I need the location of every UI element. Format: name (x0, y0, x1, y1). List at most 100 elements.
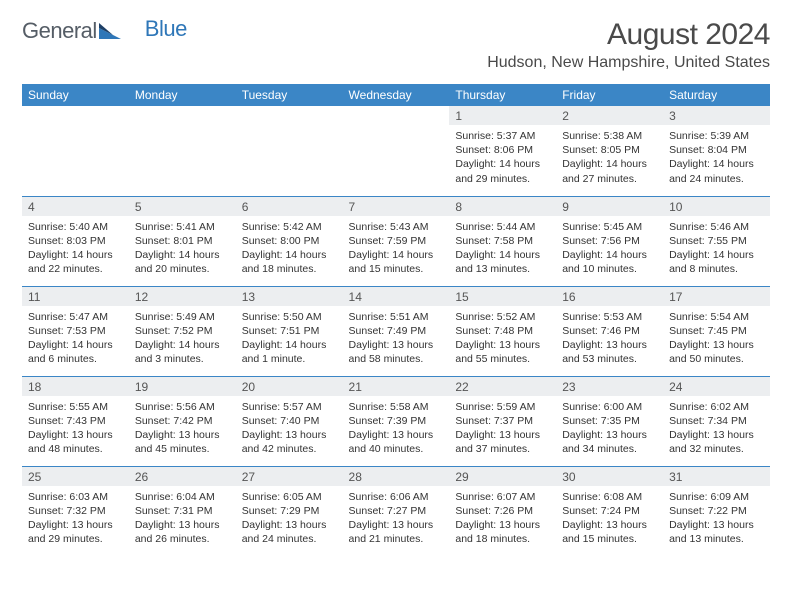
day-sunrise: Sunrise: 5:50 AM (242, 310, 337, 324)
calendar-day-cell: 14Sunrise: 5:51 AMSunset: 7:49 PMDayligh… (343, 286, 450, 376)
day-number: 30 (556, 467, 663, 486)
day-daylight1: Daylight: 13 hours (455, 428, 550, 442)
day-sunset: Sunset: 7:35 PM (562, 414, 657, 428)
day-sunset: Sunset: 7:22 PM (669, 504, 764, 518)
day-daylight1: Daylight: 13 hours (562, 428, 657, 442)
day-sunset: Sunset: 7:43 PM (28, 414, 123, 428)
day-sunset: Sunset: 7:24 PM (562, 504, 657, 518)
calendar-day-cell: 16Sunrise: 5:53 AMSunset: 7:46 PMDayligh… (556, 286, 663, 376)
day-sunrise: Sunrise: 5:49 AM (135, 310, 230, 324)
day-header: Sunday (22, 84, 129, 106)
day-sunset: Sunset: 7:48 PM (455, 324, 550, 338)
day-daylight1: Daylight: 13 hours (349, 428, 444, 442)
calendar-day-cell: 5Sunrise: 5:41 AMSunset: 8:01 PMDaylight… (129, 196, 236, 286)
day-sunrise: Sunrise: 5:40 AM (28, 220, 123, 234)
day-daylight1: Daylight: 13 hours (669, 518, 764, 532)
day-sunset: Sunset: 7:56 PM (562, 234, 657, 248)
calendar-header-row: SundayMondayTuesdayWednesdayThursdayFrid… (22, 84, 770, 106)
day-sunrise: Sunrise: 5:59 AM (455, 400, 550, 414)
day-details: Sunrise: 6:03 AMSunset: 7:32 PMDaylight:… (22, 486, 129, 549)
day-sunrise: Sunrise: 5:51 AM (349, 310, 444, 324)
calendar-day-cell: 15Sunrise: 5:52 AMSunset: 7:48 PMDayligh… (449, 286, 556, 376)
day-details: Sunrise: 5:54 AMSunset: 7:45 PMDaylight:… (663, 306, 770, 369)
day-daylight1: Daylight: 14 hours (135, 338, 230, 352)
day-daylight1: Daylight: 13 hours (669, 338, 764, 352)
day-sunrise: Sunrise: 6:08 AM (562, 490, 657, 504)
calendar-day-cell: 24Sunrise: 6:02 AMSunset: 7:34 PMDayligh… (663, 376, 770, 466)
day-details: Sunrise: 5:39 AMSunset: 8:04 PMDaylight:… (663, 125, 770, 188)
day-sunrise: Sunrise: 5:53 AM (562, 310, 657, 324)
day-daylight2: and 3 minutes. (135, 352, 230, 366)
calendar-day-cell: 9Sunrise: 5:45 AMSunset: 7:56 PMDaylight… (556, 196, 663, 286)
day-details: Sunrise: 5:55 AMSunset: 7:43 PMDaylight:… (22, 396, 129, 459)
day-details: Sunrise: 6:00 AMSunset: 7:35 PMDaylight:… (556, 396, 663, 459)
day-sunrise: Sunrise: 5:58 AM (349, 400, 444, 414)
day-sunset: Sunset: 7:40 PM (242, 414, 337, 428)
day-daylight1: Daylight: 14 hours (562, 157, 657, 171)
day-header: Thursday (449, 84, 556, 106)
day-sunset: Sunset: 7:29 PM (242, 504, 337, 518)
calendar-week-row: 25Sunrise: 6:03 AMSunset: 7:32 PMDayligh… (22, 466, 770, 556)
day-number: 3 (663, 106, 770, 125)
day-details: Sunrise: 5:38 AMSunset: 8:05 PMDaylight:… (556, 125, 663, 188)
day-details: Sunrise: 6:07 AMSunset: 7:26 PMDaylight:… (449, 486, 556, 549)
day-daylight2: and 6 minutes. (28, 352, 123, 366)
day-sunrise: Sunrise: 6:03 AM (28, 490, 123, 504)
day-daylight2: and 20 minutes. (135, 262, 230, 276)
day-details: Sunrise: 5:44 AMSunset: 7:58 PMDaylight:… (449, 216, 556, 279)
logo-word-2: Blue (145, 16, 187, 42)
day-sunset: Sunset: 7:31 PM (135, 504, 230, 518)
day-header: Friday (556, 84, 663, 106)
day-sunset: Sunset: 7:34 PM (669, 414, 764, 428)
location-subtitle: Hudson, New Hampshire, United States (487, 54, 770, 72)
day-daylight2: and 27 minutes. (562, 172, 657, 186)
day-daylight1: Daylight: 14 hours (242, 338, 337, 352)
day-daylight1: Daylight: 13 hours (135, 518, 230, 532)
day-sunrise: Sunrise: 6:02 AM (669, 400, 764, 414)
day-daylight1: Daylight: 13 hours (349, 518, 444, 532)
day-daylight2: and 42 minutes. (242, 442, 337, 456)
day-sunset: Sunset: 7:39 PM (349, 414, 444, 428)
day-sunset: Sunset: 7:51 PM (242, 324, 337, 338)
calendar-day-cell: 10Sunrise: 5:46 AMSunset: 7:55 PMDayligh… (663, 196, 770, 286)
logo-triangle-icon (99, 19, 121, 45)
day-sunset: Sunset: 7:37 PM (455, 414, 550, 428)
day-daylight2: and 21 minutes. (349, 532, 444, 546)
day-details: Sunrise: 5:52 AMSunset: 7:48 PMDaylight:… (449, 306, 556, 369)
calendar-day-cell: 20Sunrise: 5:57 AMSunset: 7:40 PMDayligh… (236, 376, 343, 466)
day-number: 7 (343, 197, 450, 216)
day-daylight1: Daylight: 13 hours (562, 518, 657, 532)
day-details: Sunrise: 5:43 AMSunset: 7:59 PMDaylight:… (343, 216, 450, 279)
day-daylight2: and 40 minutes. (349, 442, 444, 456)
page-header: General Blue August 2024 Hudson, New Ham… (22, 18, 770, 72)
day-daylight2: and 34 minutes. (562, 442, 657, 456)
day-header: Tuesday (236, 84, 343, 106)
day-daylight1: Daylight: 13 hours (135, 428, 230, 442)
day-daylight1: Daylight: 13 hours (455, 518, 550, 532)
day-sunrise: Sunrise: 5:41 AM (135, 220, 230, 234)
day-daylight2: and 29 minutes. (455, 172, 550, 186)
calendar-week-row: 4Sunrise: 5:40 AMSunset: 8:03 PMDaylight… (22, 196, 770, 286)
calendar-day-cell: 25Sunrise: 6:03 AMSunset: 7:32 PMDayligh… (22, 466, 129, 556)
day-details: Sunrise: 5:47 AMSunset: 7:53 PMDaylight:… (22, 306, 129, 369)
day-details: Sunrise: 6:09 AMSunset: 7:22 PMDaylight:… (663, 486, 770, 549)
day-number: 18 (22, 377, 129, 396)
day-sunrise: Sunrise: 5:46 AM (669, 220, 764, 234)
day-details: Sunrise: 5:42 AMSunset: 8:00 PMDaylight:… (236, 216, 343, 279)
calendar-day-cell (236, 106, 343, 196)
day-details: Sunrise: 5:49 AMSunset: 7:52 PMDaylight:… (129, 306, 236, 369)
day-number: 16 (556, 287, 663, 306)
calendar-day-cell: 28Sunrise: 6:06 AMSunset: 7:27 PMDayligh… (343, 466, 450, 556)
day-sunset: Sunset: 7:58 PM (455, 234, 550, 248)
day-number: 9 (556, 197, 663, 216)
calendar-week-row: 1Sunrise: 5:37 AMSunset: 8:06 PMDaylight… (22, 106, 770, 196)
day-daylight1: Daylight: 13 hours (242, 518, 337, 532)
day-details: Sunrise: 5:50 AMSunset: 7:51 PMDaylight:… (236, 306, 343, 369)
day-daylight2: and 22 minutes. (28, 262, 123, 276)
calendar-day-cell: 17Sunrise: 5:54 AMSunset: 7:45 PMDayligh… (663, 286, 770, 376)
day-daylight1: Daylight: 14 hours (135, 248, 230, 262)
day-number: 31 (663, 467, 770, 486)
day-sunrise: Sunrise: 5:44 AM (455, 220, 550, 234)
day-daylight2: and 15 minutes. (562, 532, 657, 546)
day-sunrise: Sunrise: 5:55 AM (28, 400, 123, 414)
